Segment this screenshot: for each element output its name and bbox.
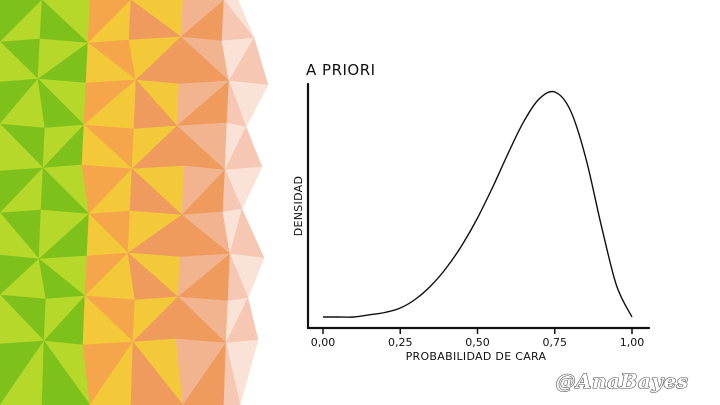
x-ticks: 0,00 0,25 0,50 0,75 1,00: [311, 328, 645, 349]
decor-polygon: [223, 342, 241, 405]
x-tick-label: 0,75: [543, 336, 568, 349]
decor-polygon: [130, 341, 184, 405]
x-tick-label: 0,50: [465, 336, 490, 349]
x-tick-label: 1,00: [620, 336, 645, 349]
polygon-mosaic-decoration: [0, 0, 269, 405]
x-tick-label: 0,00: [311, 336, 336, 349]
density-curve: [323, 90, 633, 318]
chart-title: A PRIORI: [306, 61, 376, 79]
x-axis-label: PROBABILIDAD DE CARA: [406, 350, 547, 363]
y-axis-label: DENSIDAD: [292, 176, 305, 237]
author-watermark: @AnaBayes: [556, 369, 689, 393]
decor-polygon: [41, 340, 91, 405]
x-tick-label: 0,25: [388, 336, 413, 349]
prior-density-chart: A PRIORI 0,00 0,25 0,50 0,75 1,00 PROBABILID…: [292, 61, 651, 363]
